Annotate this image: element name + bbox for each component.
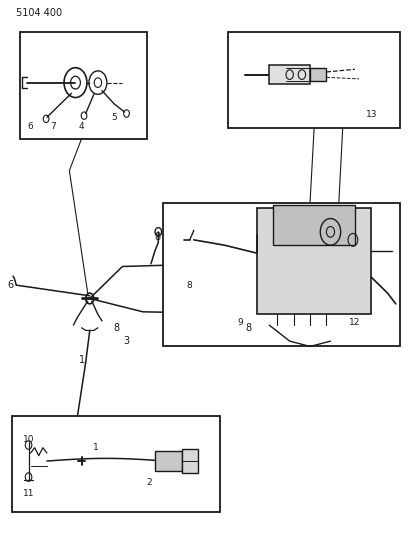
Text: 6: 6: [28, 123, 33, 131]
Bar: [228, 32, 400, 128]
Bar: [182, 449, 198, 473]
Text: 8: 8: [154, 232, 160, 242]
Text: 10: 10: [23, 435, 34, 444]
Text: 13: 13: [366, 110, 377, 119]
Text: 4: 4: [79, 123, 84, 131]
Bar: [12, 416, 220, 512]
Text: 8: 8: [187, 281, 193, 289]
Bar: [269, 65, 310, 84]
Bar: [155, 451, 182, 471]
Bar: [20, 32, 147, 139]
Bar: [163, 203, 400, 346]
Text: 3: 3: [123, 336, 130, 346]
Text: 8: 8: [246, 323, 252, 333]
Text: 5104 400: 5104 400: [16, 9, 62, 18]
Bar: [257, 208, 371, 314]
Bar: [310, 68, 326, 81]
Bar: [273, 205, 355, 245]
Text: 7: 7: [50, 123, 56, 131]
Text: 11: 11: [23, 489, 34, 497]
Text: 9: 9: [238, 318, 244, 327]
Text: 5: 5: [111, 113, 117, 122]
Text: 1: 1: [93, 443, 99, 452]
Text: 2: 2: [146, 478, 152, 487]
Text: 1: 1: [78, 355, 85, 365]
Text: 12: 12: [349, 318, 361, 327]
Text: 6: 6: [7, 280, 13, 290]
Text: 8: 8: [113, 323, 120, 333]
